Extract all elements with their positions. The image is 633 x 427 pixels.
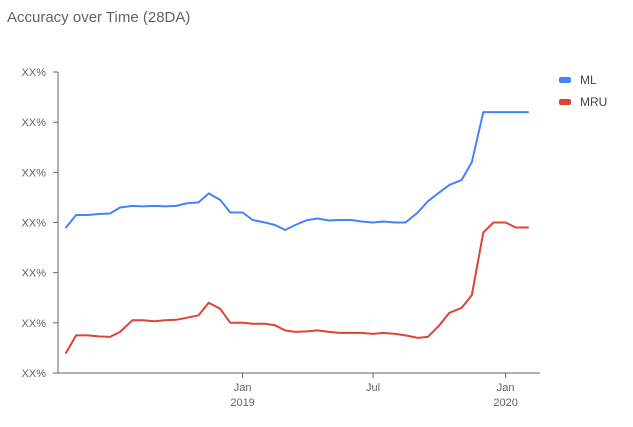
x-tick-label: Jul <box>366 382 380 394</box>
y-tick-label: XX% <box>22 117 47 129</box>
series-line-mru <box>65 221 529 354</box>
x-tick-sublabel: 2020 <box>493 397 517 409</box>
x-axis: Jan 2019 Jul Jan 2020 <box>58 372 540 409</box>
y-tick-label: XX% <box>22 167 47 179</box>
x-tick-label: Jan <box>497 382 515 394</box>
x-tick-sublabel: 2019 <box>230 397 254 409</box>
y-axis: XX% XX% XX% XX% XX% XX% XX% <box>22 67 59 380</box>
x-tick-label: Jan <box>234 382 252 394</box>
y-tick-label: XX% <box>22 67 47 79</box>
series-lines <box>65 111 529 354</box>
chart-title: Accuracy over Time (28DA) <box>7 9 191 26</box>
y-tick-label: XX% <box>22 318 47 330</box>
legend-label-mru: MRU <box>580 95 607 109</box>
legend-label-ml: ML <box>580 73 597 87</box>
y-tick-label: XX% <box>22 368 47 380</box>
y-tick-label: XX% <box>22 268 47 280</box>
legend-swatch-ml <box>559 77 571 83</box>
y-tick-label: XX% <box>22 218 47 230</box>
series-line-ml <box>65 111 529 231</box>
legend: ML MRU <box>559 73 607 109</box>
legend-swatch-mru <box>559 99 571 105</box>
